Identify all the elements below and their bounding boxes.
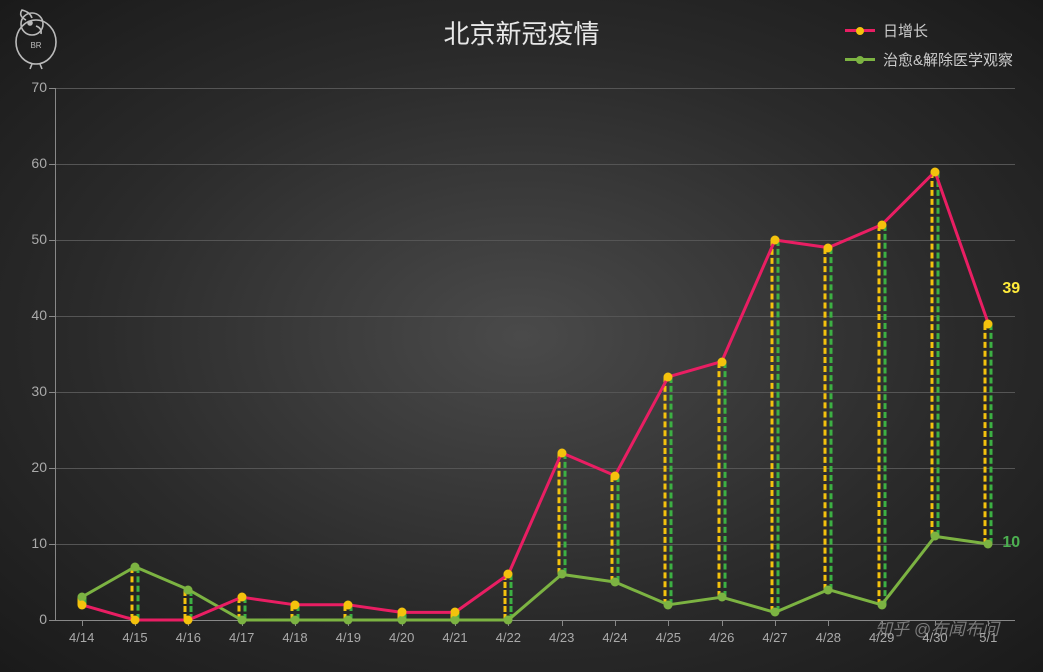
line-layer — [55, 88, 1015, 620]
x-tick-label: 4/29 — [869, 630, 894, 645]
series1-marker — [451, 608, 460, 617]
svg-text:BR: BR — [30, 41, 41, 50]
series2-marker — [184, 585, 193, 594]
y-tick-label: 70 — [17, 79, 47, 95]
x-tick-label: 4/26 — [709, 630, 734, 645]
series1-marker — [77, 600, 86, 609]
x-axis — [55, 620, 1015, 621]
series2-marker — [984, 540, 993, 549]
series1-marker — [131, 616, 140, 625]
series1-marker — [664, 372, 673, 381]
series1-marker — [237, 593, 246, 602]
x-tick-label: 4/19 — [336, 630, 361, 645]
x-tick — [722, 620, 723, 626]
series2-marker — [824, 585, 833, 594]
end-label-series1: 39 — [1002, 280, 1020, 298]
series2-marker — [611, 578, 620, 587]
y-tick-label: 0 — [17, 611, 47, 627]
series1-marker — [984, 319, 993, 328]
series2-marker — [931, 532, 940, 541]
y-tick-label: 50 — [17, 231, 47, 247]
series1-marker — [611, 471, 620, 480]
chart-title: 北京新冠疫情 — [443, 14, 599, 51]
chart-container: BR 北京新冠疫情 日增长 治愈&解除医学观察 知乎 @布闻布问 — [0, 0, 1043, 672]
legend-dot-1 — [856, 27, 864, 35]
x-tick-label: 4/27 — [762, 630, 787, 645]
series1-marker — [344, 600, 353, 609]
x-tick — [775, 620, 776, 626]
legend-label-2: 治愈&解除医学观察 — [883, 49, 1013, 70]
series2-marker — [557, 570, 566, 579]
x-tick — [828, 620, 829, 626]
y-tick-label: 20 — [17, 459, 47, 475]
logo-parrot: BR — [8, 6, 66, 75]
y-tick-label: 60 — [17, 155, 47, 171]
series2-marker — [131, 562, 140, 571]
series1-marker — [504, 570, 513, 579]
legend-line-2 — [845, 58, 875, 61]
series1-marker — [771, 236, 780, 245]
y-tick-label: 10 — [17, 535, 47, 551]
series2-marker — [237, 616, 246, 625]
x-tick — [615, 620, 616, 626]
series2-marker — [664, 600, 673, 609]
x-tick-label: 4/22 — [496, 630, 521, 645]
x-tick-label: 5/1 — [979, 630, 997, 645]
series1-marker — [557, 448, 566, 457]
legend: 日增长 治愈&解除医学观察 — [845, 20, 1013, 78]
series2-marker — [877, 600, 886, 609]
legend-label-1: 日增长 — [883, 20, 928, 41]
x-tick-label: 4/14 — [69, 630, 94, 645]
plot-area — [55, 88, 1015, 620]
x-tick-label: 4/25 — [656, 630, 681, 645]
legend-line-1 — [845, 29, 875, 32]
x-tick-label: 4/16 — [176, 630, 201, 645]
x-tick — [562, 620, 563, 626]
series2-marker — [504, 616, 513, 625]
legend-dot-2 — [856, 56, 864, 64]
y-tick-label: 30 — [17, 383, 47, 399]
series1-marker — [824, 243, 833, 252]
end-label-series2: 10 — [1002, 534, 1020, 552]
series2-marker — [717, 593, 726, 602]
x-tick-label: 4/18 — [282, 630, 307, 645]
series1-marker — [291, 600, 300, 609]
y-tick-label: 40 — [17, 307, 47, 323]
series1-marker — [397, 608, 406, 617]
series1-marker — [717, 357, 726, 366]
x-tick-label: 4/28 — [816, 630, 841, 645]
x-tick — [668, 620, 669, 626]
series1-marker — [877, 220, 886, 229]
x-tick — [82, 620, 83, 626]
series1-marker — [184, 616, 193, 625]
series2-marker — [344, 616, 353, 625]
series2-marker — [291, 616, 300, 625]
x-tick-label: 4/30 — [922, 630, 947, 645]
x-tick-label: 4/23 — [549, 630, 574, 645]
x-tick-label: 4/17 — [229, 630, 254, 645]
series-line — [82, 172, 989, 620]
x-tick-label: 4/24 — [602, 630, 627, 645]
series1-marker — [931, 167, 940, 176]
x-tick-label: 4/21 — [442, 630, 467, 645]
x-tick-label: 4/15 — [122, 630, 147, 645]
legend-item-1: 日增长 — [845, 20, 1013, 41]
legend-item-2: 治愈&解除医学观察 — [845, 49, 1013, 70]
series2-marker — [771, 608, 780, 617]
x-tick-label: 4/20 — [389, 630, 414, 645]
